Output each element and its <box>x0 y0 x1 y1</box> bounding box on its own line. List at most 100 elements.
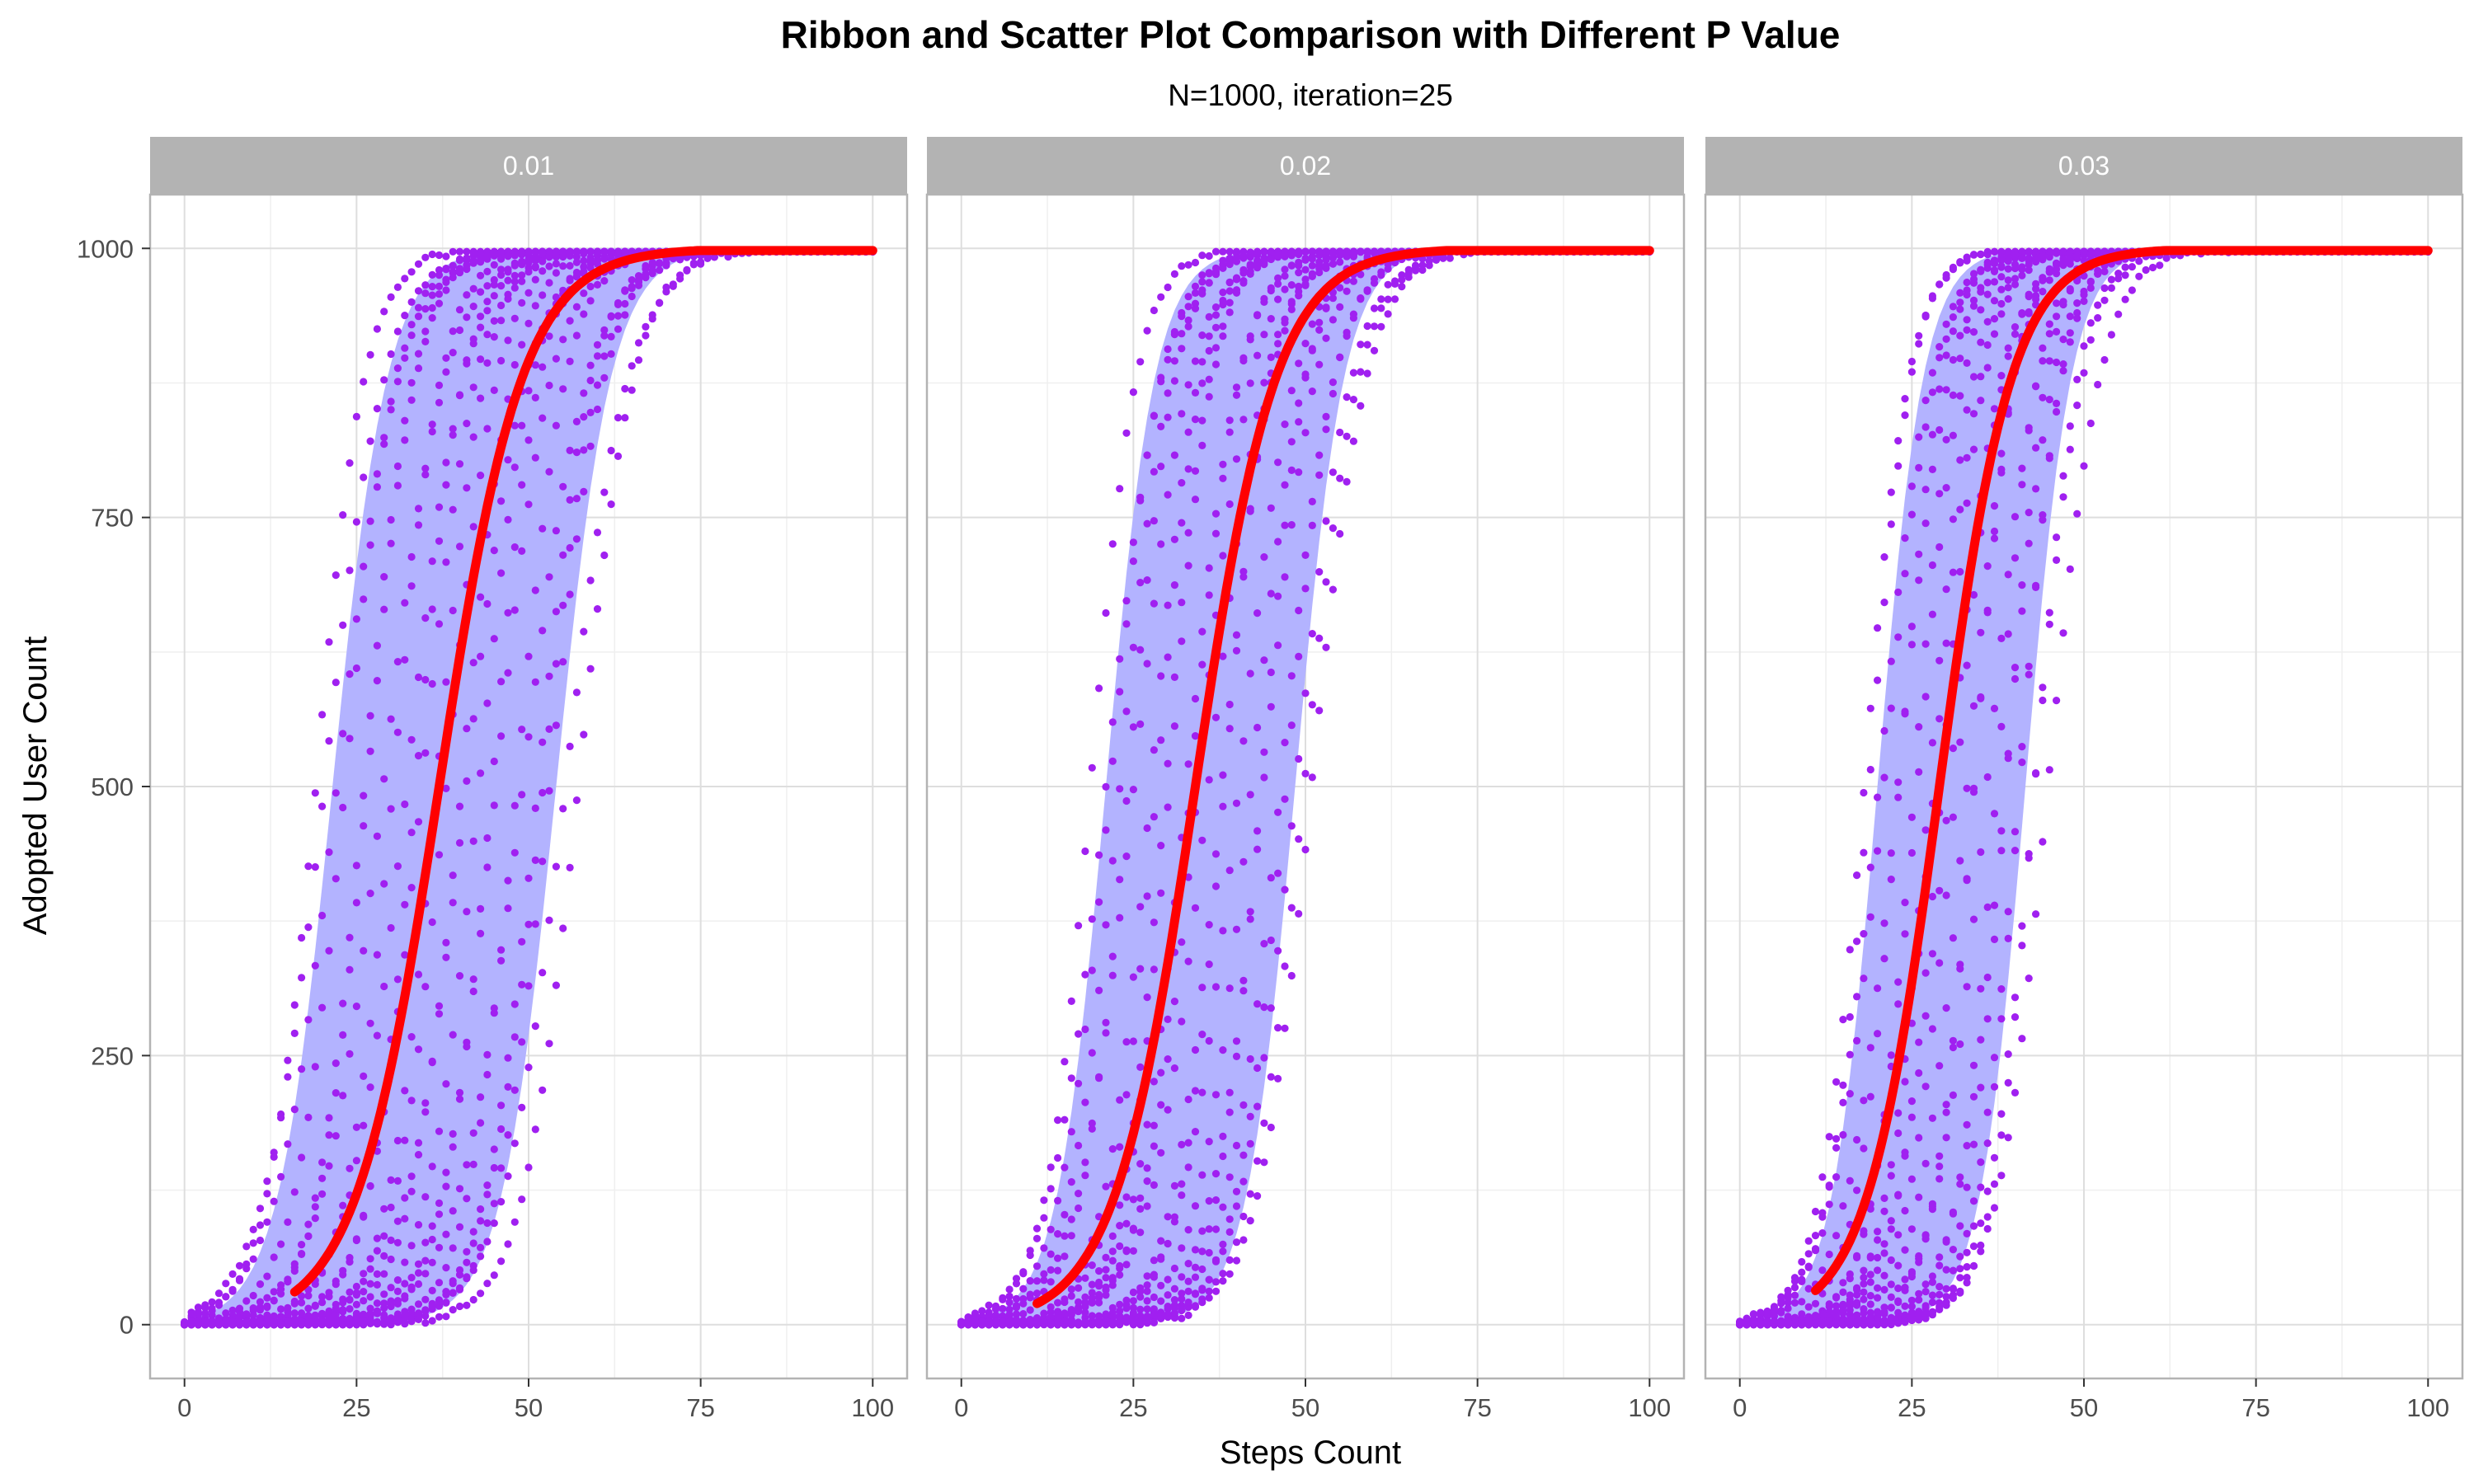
scatter-point <box>1088 1261 1096 1270</box>
scatter-point <box>407 1097 416 1105</box>
scatter-point <box>463 313 471 322</box>
scatter-point <box>1157 1068 1165 1077</box>
scatter-point <box>455 1223 464 1231</box>
scatter-point <box>1301 689 1310 697</box>
scatter-point <box>414 1300 423 1308</box>
scatter-point <box>518 1103 526 1111</box>
scatter-point <box>1295 754 1303 763</box>
scatter-point <box>593 280 602 289</box>
scatter-point <box>393 658 402 666</box>
scatter-point <box>1219 1152 1227 1161</box>
scatter-point <box>290 1106 299 1114</box>
scatter-point <box>1088 1298 1096 1307</box>
scatter-point <box>1191 1289 1200 1298</box>
scatter-point <box>407 552 416 561</box>
scatter-point <box>1012 1303 1021 1312</box>
scatter-point <box>1095 851 1103 859</box>
scatter-point <box>510 271 519 279</box>
scatter-point <box>1191 304 1200 312</box>
scatter-point <box>380 982 388 991</box>
scatter-point <box>1274 869 1282 877</box>
scatter-point <box>304 1220 313 1228</box>
scatter-point <box>455 326 464 335</box>
scatter-point <box>1219 802 1227 810</box>
scatter-point <box>1178 308 1186 317</box>
scatter-point <box>1253 312 1262 320</box>
scatter-point <box>1281 481 1289 489</box>
scatter-point <box>1136 1160 1145 1168</box>
scatter-point <box>380 1290 388 1298</box>
scatter-point <box>593 605 602 613</box>
scatter-point <box>477 1243 485 1252</box>
scatter-point <box>1205 392 1213 401</box>
scatter-point <box>1287 466 1296 475</box>
scatter-point <box>1198 416 1206 425</box>
scatter-point <box>1308 701 1316 709</box>
scatter-point <box>435 251 444 260</box>
scatter-point <box>1295 269 1303 277</box>
scatter-point <box>1157 672 1165 680</box>
scatter-point <box>1047 1266 1055 1274</box>
scatter-point <box>1170 1264 1178 1273</box>
scatter-point <box>1122 796 1131 805</box>
scatter-point <box>552 981 561 989</box>
scatter-point <box>1232 383 1241 392</box>
scatter-point <box>504 268 512 276</box>
scatter-point <box>414 364 423 373</box>
scatter-point <box>497 1164 506 1172</box>
scatter-point <box>1198 331 1206 340</box>
scatter-point <box>318 1174 327 1182</box>
scatter-point <box>421 1108 430 1116</box>
scatter-point <box>1260 1119 1268 1127</box>
scatter-point <box>298 1309 306 1317</box>
scatter-point <box>497 1257 506 1266</box>
scatter-point <box>1253 827 1262 835</box>
facet-panel-2: 0.020 25 50 75 100 <box>925 137 1686 1422</box>
scatter-point <box>586 361 595 369</box>
scatter-point <box>1219 460 1227 468</box>
scatter-point <box>1370 275 1379 283</box>
scatter-point <box>600 373 609 382</box>
scatter-point <box>1315 360 1324 369</box>
scatter-point <box>1253 1000 1262 1008</box>
scatter-point <box>1191 258 1200 267</box>
scatter-point <box>1129 643 1137 651</box>
scatter-point <box>545 672 553 680</box>
scatter-point <box>504 1054 512 1062</box>
scatter-point <box>393 1287 402 1295</box>
scatter-point <box>401 900 409 909</box>
scatter-point <box>401 800 409 809</box>
scatter-point <box>1129 723 1137 731</box>
scatter-point <box>463 484 471 492</box>
scatter-point <box>325 737 333 745</box>
scatter-point <box>222 1317 230 1327</box>
scatter-point <box>1122 1091 1131 1099</box>
scatter-point <box>510 606 519 614</box>
scatter-point <box>510 1086 519 1094</box>
scatter-point <box>352 412 360 420</box>
scatter-point <box>1081 1302 1089 1310</box>
scatter-point <box>1026 1251 1034 1260</box>
scatter-point <box>1122 1193 1131 1201</box>
scatter-point <box>1116 1222 1124 1230</box>
scatter-point <box>360 1270 368 1278</box>
scatter-point <box>1067 997 1075 1005</box>
scatter-point <box>1164 345 1172 354</box>
scatter-point <box>490 249 498 257</box>
scatter-point <box>393 1238 402 1247</box>
scatter-point <box>1157 422 1165 431</box>
scatter-point <box>586 576 595 585</box>
scatter-point <box>469 987 477 996</box>
scatter-point <box>524 1163 533 1172</box>
scatter-point <box>256 1298 265 1306</box>
scatter-point <box>290 1309 299 1317</box>
scatter-point <box>1122 1261 1131 1269</box>
scatter-point <box>510 848 519 857</box>
scatter-point <box>1287 672 1296 680</box>
scatter-point <box>290 1263 299 1271</box>
scatter-point <box>346 459 354 467</box>
scatter-point <box>428 420 436 429</box>
scatter-point <box>277 1321 285 1329</box>
scatter-point <box>318 1298 327 1307</box>
scatter-point <box>552 249 561 257</box>
